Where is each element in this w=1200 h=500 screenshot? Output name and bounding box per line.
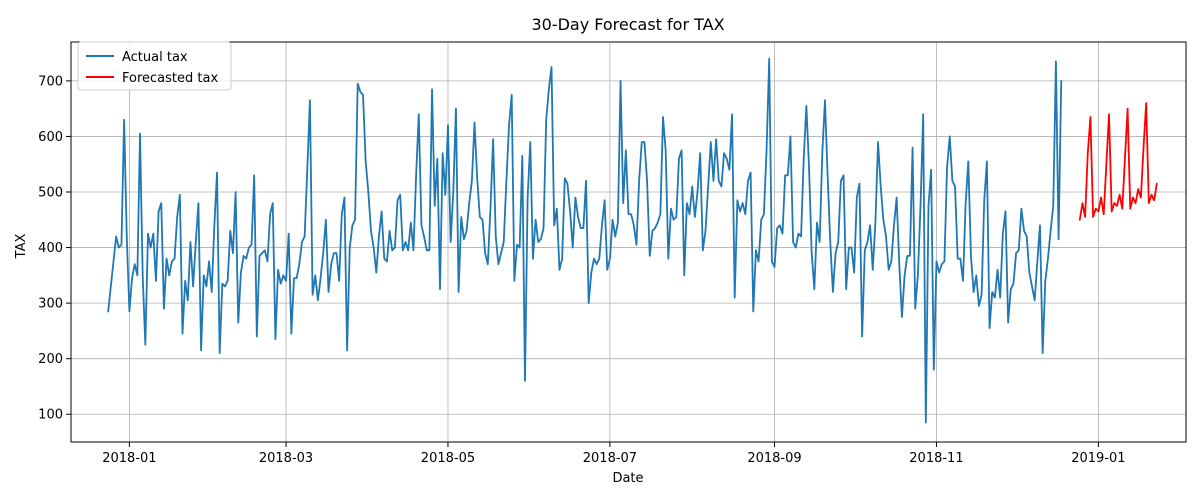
legend-box	[77, 41, 232, 91]
grid-lines	[71, 42, 1186, 442]
x-tick-label: 2018-11	[909, 451, 963, 466]
x-axis-ticks: 2018-01 2018-03 2018-05 2018-07 2018-09 2018-…	[102, 442, 1126, 466]
x-tick-label: 2019-01	[1071, 451, 1125, 466]
x-tick-label: 2018-09	[747, 451, 801, 466]
y-tick-label: 600	[38, 130, 63, 145]
series-line-actual	[107, 57, 1063, 424]
y-tick-label: 500	[38, 186, 63, 201]
legend: Actual tax Forecasted tax	[77, 41, 232, 91]
y-tick-label: 300	[38, 297, 63, 312]
series-lines	[107, 57, 1158, 424]
y-tick-label: 100	[38, 408, 63, 423]
y-tick-label: 700	[38, 74, 63, 89]
x-tick-label: 2018-03	[259, 451, 313, 466]
plot-frame	[70, 41, 1187, 443]
legend-label-forecast: Forecasted tax	[122, 71, 218, 86]
chart-title: 30-Day Forecast for TAX	[531, 15, 724, 34]
x-tick-label: 2018-05	[421, 451, 475, 466]
x-tick-label: 2018-01	[102, 451, 156, 466]
y-axis-title: TAX	[14, 234, 29, 260]
y-axis-ticks: 100 200 300 400 500 600 700	[38, 74, 71, 423]
legend-label-actual: Actual tax	[122, 50, 188, 65]
x-tick-label: 2018-07	[583, 451, 637, 466]
y-tick-label: 200	[38, 352, 63, 367]
series-line-forecast	[1078, 102, 1158, 221]
x-axis-title: Date	[612, 471, 643, 486]
y-tick-label: 400	[38, 241, 63, 256]
